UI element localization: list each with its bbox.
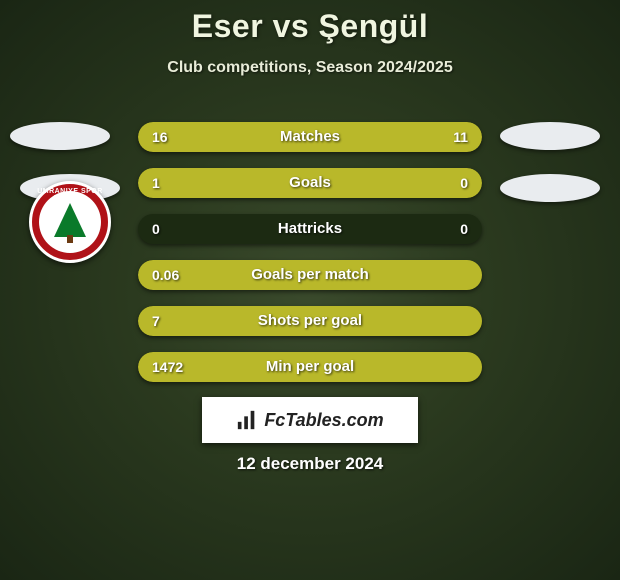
stat-row: 0.06 Goals per match [138,260,482,290]
stat-label: Goals [138,168,482,198]
stat-rows: 16 Matches 11 1 Goals 0 0 Hattricks 0 0.… [138,122,482,398]
stat-value-right: 11 [453,122,468,152]
stat-label: Goals per match [138,260,482,290]
club-badge: UMRANIYE SPOR KULUBU [29,181,111,263]
brand-text: FcTables.com [264,410,383,431]
club-badge-inner [39,191,101,253]
subtitle: Club competitions, Season 2024/2025 [0,59,620,77]
page-title: Eser vs Şengül [0,8,620,45]
stat-label: Hattricks [138,214,482,244]
tree-icon [54,203,86,237]
stat-row: 16 Matches 11 [138,122,482,152]
date-label: 12 december 2024 [0,454,620,474]
stat-row: 1472 Min per goal [138,352,482,382]
stat-row: 0 Hattricks 0 [138,214,482,244]
player-plate-right-top [500,122,600,150]
stat-label: Matches [138,122,482,152]
stat-value-right: 0 [460,168,468,198]
stat-row: 7 Shots per goal [138,306,482,336]
brand-logo: FcTables.com [236,409,383,431]
comparison-card: Eser vs Şengül Club competitions, Season… [0,0,620,580]
stat-value-right: 0 [460,214,468,244]
bar-chart-icon [236,409,258,431]
stat-label: Shots per goal [138,306,482,336]
stat-label: Min per goal [138,352,482,382]
brand-footer[interactable]: FcTables.com [202,397,418,443]
player-plate-right-bottom [500,174,600,202]
player-plate-left-top [10,122,110,150]
stat-row: 1 Goals 0 [138,168,482,198]
